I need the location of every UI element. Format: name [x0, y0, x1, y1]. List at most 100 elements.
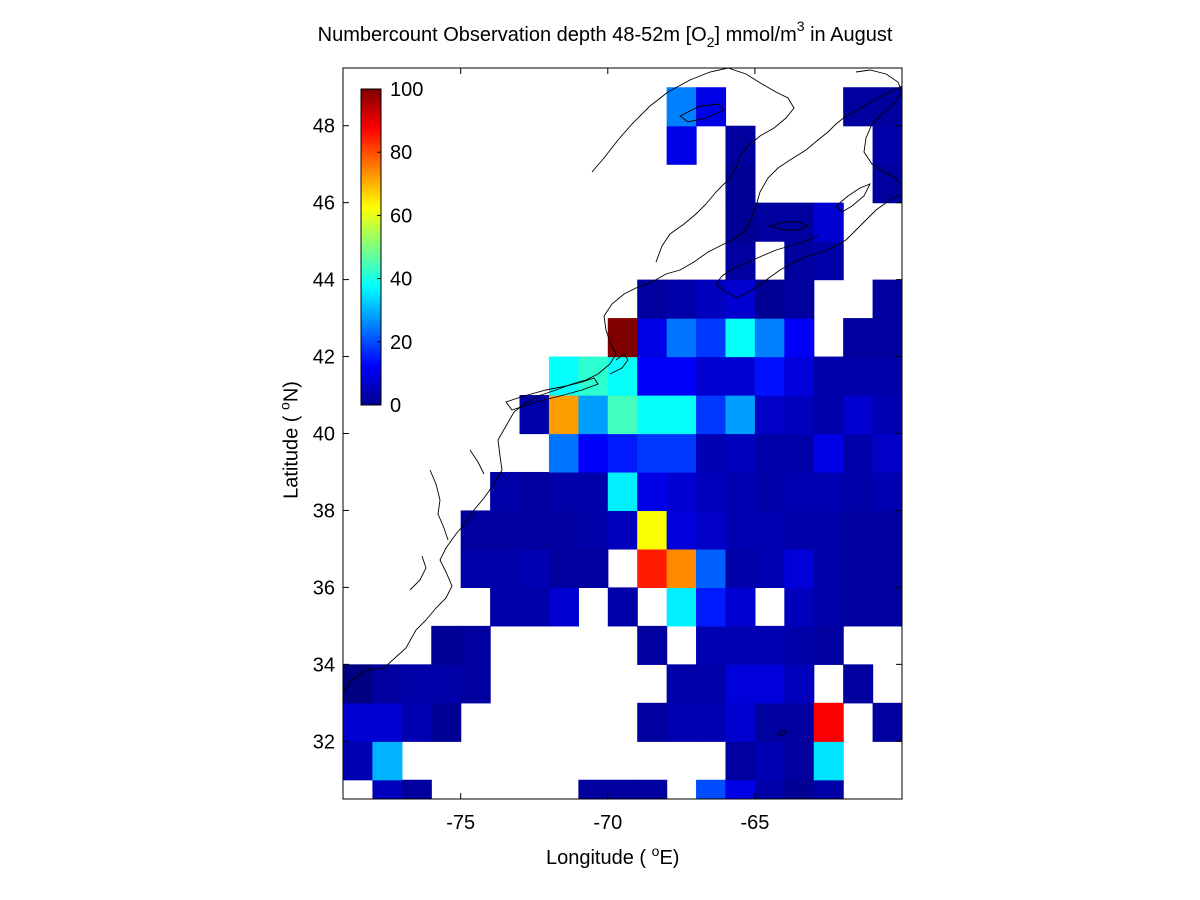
heatmap-cell [607, 587, 638, 627]
colorbar-gradient [360, 88, 382, 406]
heatmap-cell [813, 356, 844, 396]
heatmap-cell [843, 318, 874, 358]
heatmap-cell [548, 395, 579, 435]
heatmap-cell [637, 471, 668, 512]
colorbar-tick-label: 20 [390, 332, 412, 354]
heatmap-cell [519, 510, 550, 550]
heatmap-cell [696, 356, 727, 396]
heatmap-cell [902, 510, 932, 549]
x-tick-label: -65 [740, 812, 769, 834]
heatmap-cell [607, 318, 638, 358]
coastline [343, 68, 902, 737]
heatmap-cell [696, 318, 727, 358]
heatmap-cell [784, 471, 815, 512]
heatmap-cell [548, 587, 579, 627]
coastline-nova-scotia-south [715, 235, 819, 299]
y-axis-label: Latitude ( oN) [276, 381, 303, 499]
heatmap-cell [784, 779, 815, 799]
heatmap-cell [696, 395, 727, 435]
heatmap-cell [607, 471, 638, 512]
heatmap-cell [519, 395, 550, 435]
y-tick-label: 48 [313, 116, 335, 138]
y-axis: 32 34 36 38 40 42 44 46 48 [313, 116, 902, 753]
heatmap-cell [490, 548, 521, 588]
heatmap-cell [607, 510, 638, 550]
heatmap-cell [725, 587, 756, 627]
heatmap-cell [637, 779, 668, 799]
heatmap-cell [754, 356, 785, 396]
heatmap-cell [490, 471, 521, 512]
heatmap-cell [607, 395, 638, 435]
heatmap-cell [784, 741, 815, 781]
heatmap-cell [813, 433, 844, 473]
heatmap-cell [754, 395, 785, 435]
heatmap-cell [401, 779, 432, 799]
heatmap-cell [784, 395, 815, 435]
chart-title: Numbercount Observation depth 48-52m [O2… [317, 18, 893, 50]
heatmap-cell [696, 548, 727, 588]
heatmap-cell [872, 164, 902, 204]
heatmap-cell [784, 318, 815, 358]
heatmap-cell [666, 548, 697, 588]
heatmap-cell [578, 395, 609, 435]
heatmap-cell [666, 471, 697, 512]
heatmap-cell [548, 433, 579, 473]
heatmap-cell [843, 510, 874, 550]
heatmap-cell [431, 664, 462, 704]
heatmap-cell [372, 741, 403, 781]
coastline-nova-scotia [737, 193, 902, 299]
heatmap-cell [754, 202, 785, 242]
heatmap-cell [902, 703, 932, 742]
heatmap-cell [607, 779, 638, 799]
heatmap-cell [696, 779, 727, 799]
heatmap-cell [666, 510, 697, 550]
heatmap-cell [696, 702, 727, 742]
heatmap-cell [813, 241, 844, 281]
heatmap-cell [607, 356, 638, 396]
heatmap-cell [784, 510, 815, 550]
colorbar-tick-label: 100 [390, 79, 423, 101]
heatmap-cell [666, 279, 697, 319]
heatmap-cell [902, 780, 932, 819]
heatmap-cell [519, 548, 550, 588]
heatmap-cell [902, 434, 932, 473]
heatmap-cell [843, 395, 874, 435]
heatmap-cell [754, 510, 785, 550]
heatmap-cell [784, 548, 815, 588]
heatmap-cell [666, 318, 697, 358]
heatmap-cell [843, 587, 874, 627]
heatmap-cell [696, 87, 727, 127]
heatmap-cell [548, 471, 579, 512]
heatmap-cell [813, 510, 844, 550]
heatmap-cell [696, 664, 727, 704]
heatmap-cell [725, 779, 756, 799]
heatmap-cell [343, 702, 374, 742]
coastline-pei [768, 221, 810, 231]
heatmap-cell [754, 433, 785, 473]
y-tick-label: 42 [313, 347, 335, 369]
heatmap-cell [843, 548, 874, 588]
heatmap-cell [519, 471, 550, 512]
heatmap-cell [725, 202, 756, 242]
heatmap-cell [813, 395, 844, 435]
heatmap-cell [754, 779, 785, 799]
colorbar: 0 20 40 60 80 100 [360, 79, 423, 417]
heatmap-cell [902, 472, 932, 511]
heatmap-cell [872, 702, 902, 742]
heatmap-cell [519, 587, 550, 627]
heatmap-cell [754, 702, 785, 742]
heatmap-cell [578, 471, 609, 512]
heatmap-cell [813, 471, 844, 512]
heatmap-cell [754, 664, 785, 704]
heatmap-cell [578, 510, 609, 550]
heatmap-cell [872, 471, 902, 512]
heatmap-cell [548, 548, 579, 588]
heatmap-cell [372, 779, 403, 799]
heatmap-cell [666, 395, 697, 435]
heatmap-cell [813, 625, 844, 665]
heatmap-cell [754, 741, 785, 781]
heatmap-cells [343, 87, 932, 819]
heatmap-cell [843, 87, 874, 127]
